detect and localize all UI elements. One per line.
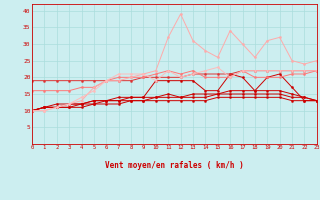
X-axis label: Vent moyen/en rafales ( km/h ): Vent moyen/en rafales ( km/h ) [105,161,244,170]
